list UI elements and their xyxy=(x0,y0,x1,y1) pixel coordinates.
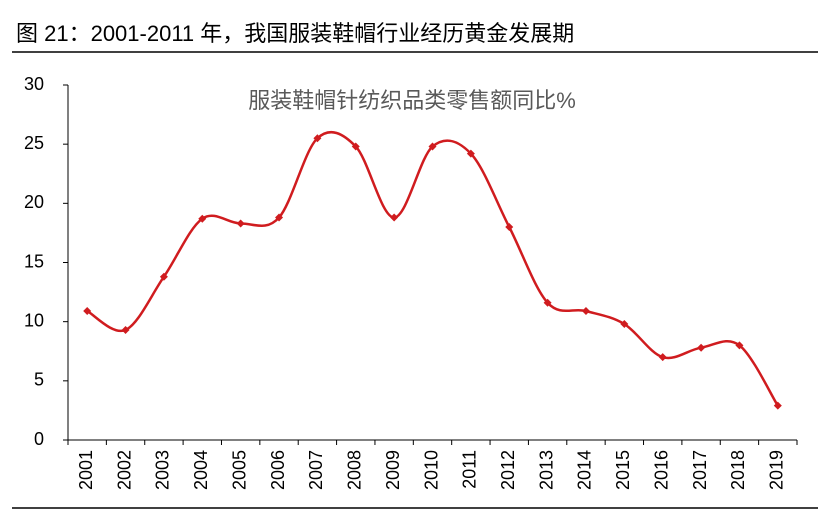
marker xyxy=(773,401,782,410)
x-tick-label: 2012 xyxy=(498,450,518,490)
x-tick-label: 2010 xyxy=(421,450,441,490)
x-tick-label: 2004 xyxy=(191,450,211,490)
x-tick-label: 2003 xyxy=(153,450,173,490)
marker xyxy=(198,214,207,223)
x-tick-label: 2001 xyxy=(76,450,96,490)
x-tick-label: 2013 xyxy=(536,450,556,490)
figure-caption: 图 21：2001-2011 年，我国服装鞋帽行业经历黄金发展期 xyxy=(16,21,574,46)
marker xyxy=(543,298,552,307)
marker xyxy=(351,142,360,151)
x-tick-label: 2014 xyxy=(575,450,595,490)
x-tick-label: 2018 xyxy=(728,450,748,490)
x-tick-label: 2016 xyxy=(651,450,671,490)
y-tick-label: 0 xyxy=(34,429,44,449)
chart-title: 服装鞋帽针纺织品类零售额同比% xyxy=(248,88,576,113)
y-tick-label: 20 xyxy=(24,192,44,212)
y-tick-label: 10 xyxy=(24,310,44,330)
marker xyxy=(466,149,475,158)
series-line xyxy=(86,130,779,407)
marker xyxy=(658,353,667,362)
marker xyxy=(697,343,706,352)
x-tick-label: 2008 xyxy=(345,450,365,490)
x-tick-label: 2007 xyxy=(306,450,326,490)
marker xyxy=(121,325,130,334)
marker xyxy=(159,272,168,281)
x-tick-label: 2017 xyxy=(690,450,710,490)
y-tick-label: 25 xyxy=(24,133,44,153)
x-tick-label: 2005 xyxy=(229,450,249,490)
x-tick-label: 2011 xyxy=(460,450,480,489)
marker xyxy=(83,307,92,316)
y-tick-label: 5 xyxy=(34,370,44,390)
y-tick-label: 15 xyxy=(24,251,44,271)
x-tick-label: 2006 xyxy=(268,450,288,490)
marker xyxy=(313,134,322,143)
x-tick-label: 2009 xyxy=(383,450,403,490)
marker xyxy=(620,320,629,329)
marker xyxy=(735,341,744,350)
x-tick-label: 2019 xyxy=(767,450,787,490)
marker xyxy=(390,213,399,222)
marker xyxy=(505,223,514,231)
marker xyxy=(428,142,437,151)
marker xyxy=(236,219,245,228)
y-tick-label: 30 xyxy=(24,74,44,94)
x-tick-label: 2015 xyxy=(613,450,633,490)
marker xyxy=(275,213,284,222)
x-tick-label: 2002 xyxy=(114,450,134,490)
marker xyxy=(581,307,590,316)
